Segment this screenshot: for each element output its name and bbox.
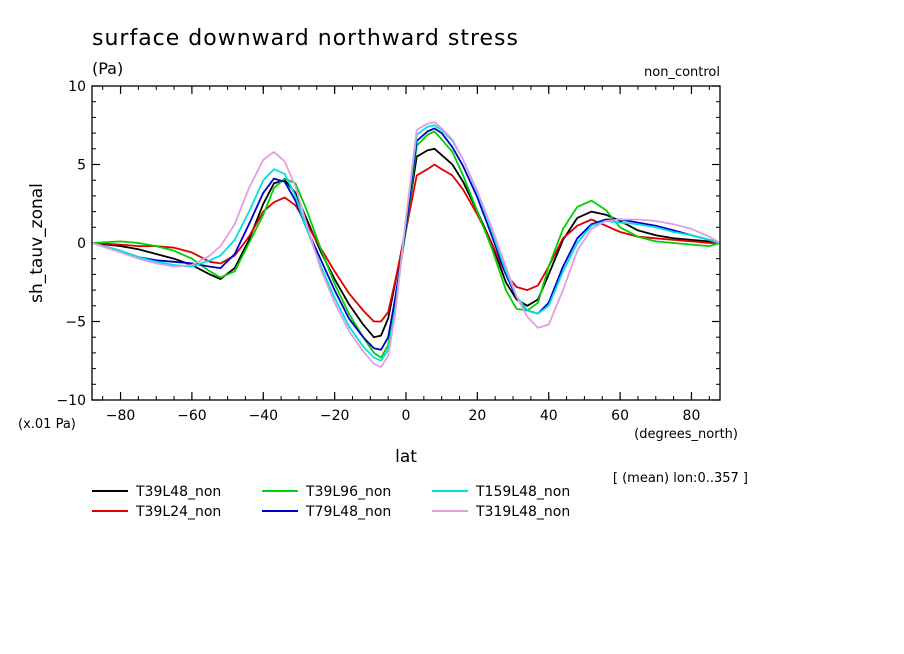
- experiment-label: non_control: [644, 65, 720, 80]
- chart-title: surface downward northward stress: [92, 26, 519, 51]
- y-tick-label: 0: [77, 236, 86, 252]
- y-tick-label: −10: [56, 393, 86, 409]
- legend-label: T39L24_non: [135, 504, 221, 520]
- y-tick-label: 5: [77, 158, 86, 174]
- y-tick-label: −5: [65, 315, 86, 331]
- x-tick-label: 80: [683, 408, 701, 424]
- legend-label: T79L48_non: [305, 504, 391, 520]
- x-tick-label: −20: [320, 408, 350, 424]
- legend-label: T39L48_non: [135, 484, 221, 500]
- legend: T39L48_non T39L24_non T39L96_non T79L48_non…: [92, 484, 570, 520]
- x-tick-label: −80: [106, 408, 136, 424]
- plot-axes: −80 −60 −40 −20 0 20 40 60 80 −10 −5 0 5 10: [56, 79, 720, 424]
- y-tick-label: 10: [68, 79, 86, 95]
- x-tick-label: 60: [611, 408, 629, 424]
- y-axis-label: sh_tauv_zonal: [27, 183, 47, 303]
- averaging-note: [ (mean) lon:0..357 ]: [613, 471, 748, 486]
- plot-frame: [91, 85, 721, 401]
- x-tick-label: 40: [540, 408, 558, 424]
- x-tick-label: 20: [468, 408, 486, 424]
- units-label: (Pa): [92, 59, 123, 78]
- series-line-t159l48_non: [91, 124, 721, 362]
- series-line-t39l96_non: [91, 130, 721, 359]
- series-line-t319l48_non: [91, 121, 721, 368]
- x-tick-label: −40: [248, 408, 278, 424]
- series-line-t39l24_non: [91, 163, 720, 323]
- y-scale-label: (x.01 Pa): [18, 417, 76, 432]
- series-lines: [91, 121, 721, 368]
- series-line-t39l48_non: [91, 147, 721, 339]
- legend-label: T319L48_non: [475, 504, 570, 520]
- series-line-t79l48_non: [91, 127, 721, 351]
- legend-label: T39L96_non: [305, 484, 391, 500]
- legend-label: T159L48_non: [475, 484, 570, 500]
- x-tick-label: −60: [177, 408, 207, 424]
- x-tick-label: 0: [402, 408, 411, 424]
- x-axis-label: lat: [395, 447, 417, 467]
- x-units-label: (degrees_north): [634, 427, 738, 442]
